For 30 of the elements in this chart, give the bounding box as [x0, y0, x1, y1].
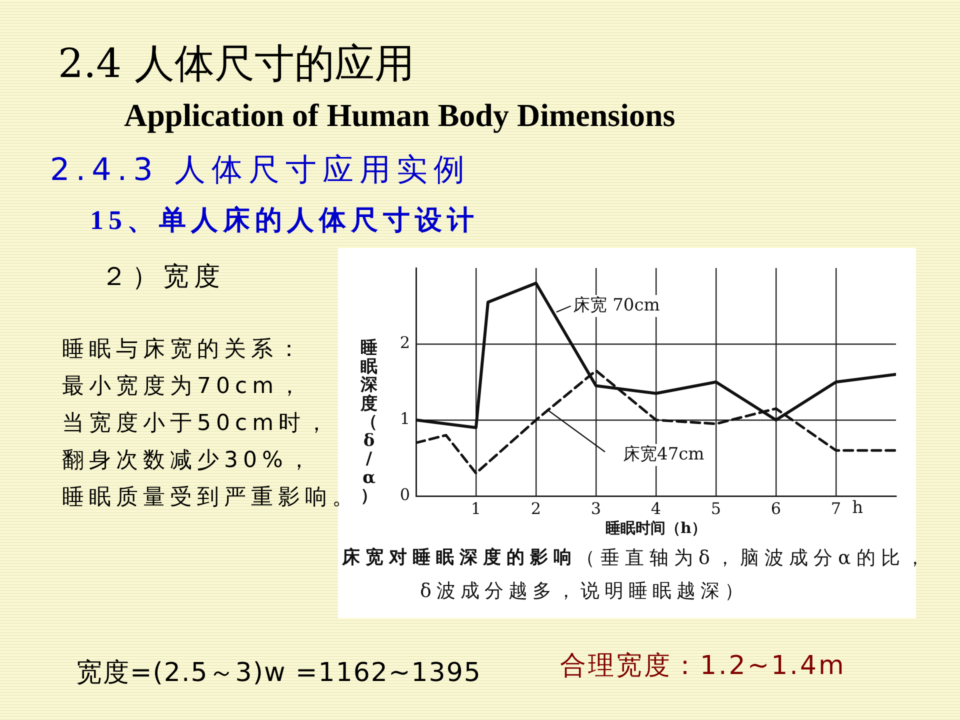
x-tick-label: 1 [470, 498, 482, 518]
y-tick-label: 0 [400, 485, 410, 504]
text: （垂直轴为δ，脑波成分α的比， [576, 546, 930, 571]
y-tick-label: 1 [400, 409, 410, 428]
text: 睡眠质量受到严重影响。 [62, 484, 359, 512]
legend-label: 床宽 70cm [573, 295, 660, 316]
chart-subtitle: Application of Human Body Dimensions [124, 97, 676, 134]
text: 宽度=(2.5～3)w =1162~1395 [76, 657, 482, 690]
x-tick-label: 6 [770, 498, 782, 518]
series-label: 床宽47cm [623, 444, 704, 464]
x-tick-label: 5 [710, 498, 722, 518]
y-tick-label: 2 [400, 333, 410, 352]
text: 2.4.3 人体尺寸应用实例 [50, 151, 471, 190]
text: 床宽对睡眠深度的影响 [342, 546, 577, 569]
text: δ波成分越多，说明睡眠越深） [420, 579, 748, 604]
text: 当宽度小于50cm时， [62, 410, 333, 438]
text: 最小宽度为70cm， [62, 373, 306, 401]
text: 睡眠深度（δ/α） [360, 338, 386, 506]
text: 睡眠与床宽的关系： [62, 336, 305, 364]
x-tick-label: 4 [650, 498, 662, 518]
text: 翻身次数减少30%， [62, 447, 315, 475]
text: 15、单人床的人体尺寸设计 [90, 204, 479, 237]
text: ２）宽度 [101, 261, 225, 294]
x-tick-label: 3 [590, 498, 602, 518]
text: 合理宽度：1.2~1.4m [560, 650, 846, 683]
x-axis-title: 睡眠时间（h） [606, 518, 706, 537]
chart-title: 2.4 人体尺寸的应用 [58, 40, 414, 89]
text: h [852, 498, 864, 518]
x-tick-label: 7 [830, 498, 842, 518]
x-tick-label: 2 [530, 498, 542, 518]
